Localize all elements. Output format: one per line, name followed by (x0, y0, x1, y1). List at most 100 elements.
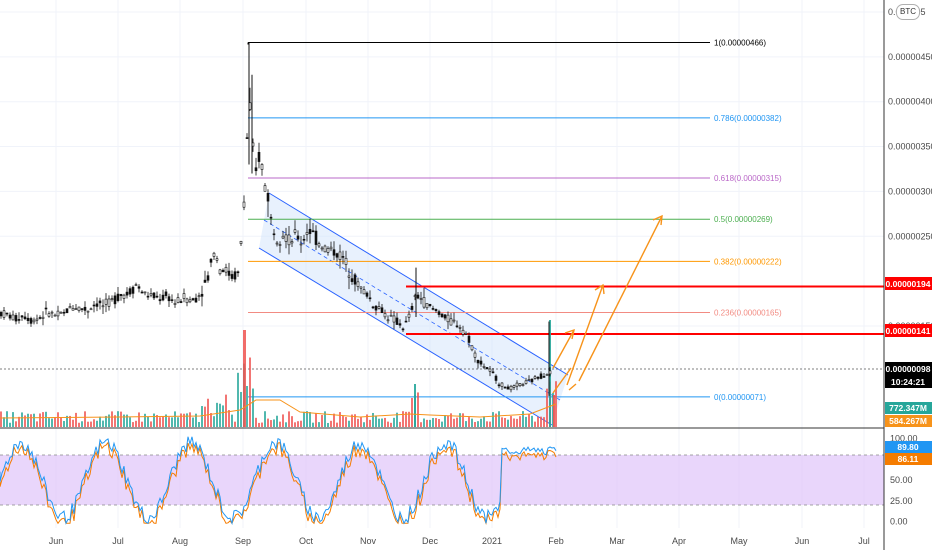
volume-bar (18, 416, 20, 427)
candle-body (305, 232, 309, 235)
candle-body (0, 312, 3, 317)
stoch-rsi-panel (0, 436, 884, 526)
candle-body (260, 164, 264, 170)
countdown-tag: 10:24:21 (891, 377, 925, 387)
month-label: Apr (672, 536, 686, 546)
month-label: Dec (422, 536, 439, 546)
month-label: Mar (609, 536, 625, 546)
candle-body (197, 295, 201, 298)
volume-bar (474, 421, 476, 427)
candle-body (185, 298, 189, 304)
candle-body (533, 376, 537, 379)
volume-bar (195, 413, 197, 427)
volume-bar (69, 415, 71, 427)
volume-bar (60, 417, 62, 427)
fib-level-label: 0.236(0.00000165) (714, 308, 782, 317)
candle-body (518, 383, 522, 386)
candle-body (158, 299, 162, 302)
stoch-k-tag: 89.80 (897, 442, 919, 452)
volume-bar (108, 414, 110, 427)
volume-bar (363, 422, 365, 427)
volume-bar (357, 418, 359, 427)
volume-bar (228, 410, 230, 427)
volume-bar (252, 388, 254, 427)
month-label: Oct (299, 536, 314, 546)
volume-bar (294, 422, 296, 427)
candle-body (50, 311, 54, 314)
volume-bar (318, 422, 320, 427)
volume-bar (255, 417, 257, 427)
volume-bar (291, 416, 293, 427)
fib-level-label: 0(0.00000071) (714, 393, 766, 402)
volume-bar (309, 412, 311, 427)
candle-body (38, 317, 42, 319)
volume-bar (114, 415, 116, 427)
candle-body (449, 318, 453, 326)
candle-body (239, 240, 243, 244)
candle-body (506, 386, 510, 390)
fib-level-label: 1(0.00000466) (714, 38, 766, 47)
currency-badge[interactable]: BTC (896, 4, 920, 20)
volume-bar (36, 421, 38, 427)
candle-body (296, 235, 300, 240)
volume-bar (486, 421, 488, 427)
volume-bar (459, 413, 461, 427)
volume-bar (138, 412, 140, 427)
volume-bar (237, 372, 239, 427)
volume-bars (0, 320, 557, 427)
month-label: May (730, 536, 748, 546)
candle-body (443, 314, 447, 319)
volume-bar (219, 403, 221, 427)
candle-body (332, 249, 336, 256)
volume-bar (462, 413, 464, 427)
volume-bar (276, 415, 278, 427)
stoch-d-tag: 86.11 (898, 454, 919, 464)
volume-bar (120, 411, 122, 427)
candle-body (71, 307, 75, 311)
volume-bar (399, 421, 401, 427)
month-label: Jun (49, 536, 64, 546)
candle-body (206, 275, 210, 281)
candle-body (263, 185, 267, 192)
candle-body (302, 238, 306, 241)
candle-body (113, 295, 117, 305)
volume-bar (354, 414, 356, 427)
volume-bar (345, 417, 347, 427)
candle-body (386, 319, 390, 322)
volume-bar (282, 414, 284, 427)
candle-body (179, 301, 183, 303)
stoch-tick-label: 100.00 (890, 433, 918, 443)
candle-body (320, 247, 324, 250)
volume-bar (135, 420, 137, 427)
candle-body (92, 304, 96, 307)
volume-bar (315, 413, 317, 427)
volume-bar (453, 418, 455, 427)
candle-body (368, 297, 372, 300)
volume-bar (471, 418, 473, 427)
candle-body (446, 314, 450, 323)
volume-bar (468, 417, 470, 427)
volume-bar (513, 418, 515, 427)
volume-bar (516, 418, 518, 427)
volume-bar (186, 413, 188, 427)
candle-body (464, 332, 468, 335)
volume-bar (57, 412, 59, 427)
candle-body (2, 310, 6, 318)
candle-body (125, 291, 129, 296)
candle-body (509, 385, 513, 391)
resistance-lines (406, 285, 884, 336)
fibonacci-levels: 1(0.00000466) 0.786(0.00000382) 0.618(0.00… (247, 38, 782, 402)
volume-bar (543, 417, 545, 427)
fib-level-label: 0.786(0.00000382) (714, 114, 782, 123)
volume-bar (21, 412, 23, 427)
volume-bar (177, 417, 179, 427)
volume-bar (117, 411, 119, 427)
candle-body (371, 306, 375, 309)
candle-body (422, 297, 426, 308)
volume-bar (480, 418, 482, 427)
candle-body (104, 298, 108, 305)
candle-body (5, 312, 9, 315)
stoch-d-line (0, 441, 557, 526)
volume-bar (216, 402, 218, 427)
